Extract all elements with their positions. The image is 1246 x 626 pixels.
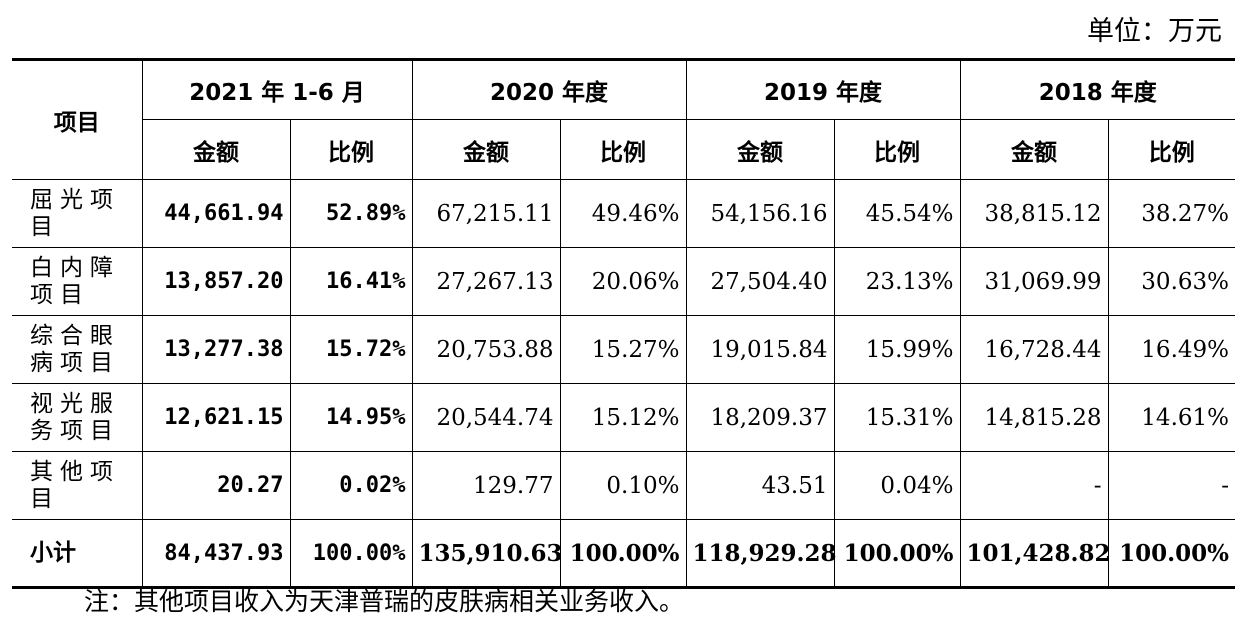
ratio-cell: 52.89% <box>289 179 413 248</box>
ratio-cell: 15.27% <box>559 315 687 384</box>
header-ratio: 比例 <box>1107 119 1235 180</box>
unit-label: 单位：万元 <box>1087 16 1222 47</box>
row-item-label: 其他项目 <box>12 451 143 520</box>
amount-cell: 14,815.28 <box>959 383 1109 452</box>
amount-cell: 118,929.28 <box>685 519 837 589</box>
row-item-label: 综合眼病项目 <box>12 315 143 384</box>
ratio-cell: 15.12% <box>559 383 687 452</box>
table-row: 屈光项目 44,661.94 52.89% 67,215.11 49.46% 54,156… <box>12 179 1235 248</box>
amount-cell: 27,504.40 <box>685 247 835 316</box>
amount-cell: 20,753.88 <box>411 315 561 384</box>
ratio-cell: 0.02% <box>289 451 413 520</box>
ratio-cell: 0.10% <box>559 451 687 520</box>
footnote: 注：其他项目收入为天津普瑞的皮肤病相关业务收入。 <box>84 587 685 616</box>
ratio-cell: 20.06% <box>559 247 687 316</box>
table-row: 综合眼病项目 13,277.38 15.72% 20,753.88 15.27% 19,0… <box>12 315 1235 384</box>
amount-cell: 135,910.63 <box>411 519 563 589</box>
row-item-label: 屈光项目 <box>12 179 143 248</box>
row-item-label: 小计 <box>12 519 143 589</box>
amount-cell: 38,815.12 <box>959 179 1109 248</box>
header-ratio: 比例 <box>833 119 961 180</box>
amount-cell: 43.51 <box>685 451 835 520</box>
amount-cell: 20,544.74 <box>411 383 561 452</box>
ratio-cell: 100.00% <box>1107 519 1235 589</box>
amount-cell: 101,428.82 <box>959 519 1111 589</box>
amount-cell: 13,277.38 <box>141 315 291 384</box>
ratio-cell: 100.00% <box>289 519 413 589</box>
amount-cell: 13,857.20 <box>141 247 291 316</box>
header-ratio: 比例 <box>559 119 687 180</box>
table-row: 视光服务项目 12,621.15 14.95% 20,544.74 15.12% 18,2… <box>12 383 1235 452</box>
ratio-cell: 45.54% <box>833 179 961 248</box>
table-row: 白内障项目 13,857.20 16.41% 27,267.13 20.06% 27,50… <box>12 247 1235 316</box>
header-item-col: 项目 <box>12 58 143 180</box>
ratio-cell: 0.04% <box>833 451 961 520</box>
header-amount: 金额 <box>685 119 835 180</box>
ratio-cell: 15.72% <box>289 315 413 384</box>
header-amount: 金额 <box>411 119 561 180</box>
subtotal-row: 小计 84,437.93 100.00% 135,910.63 100.00% 118,9… <box>12 519 1235 589</box>
row-item-label: 白内障项目 <box>12 247 143 316</box>
amount-cell: 27,267.13 <box>411 247 561 316</box>
ratio-cell: 30.63% <box>1107 247 1235 316</box>
amount-cell: 16,728.44 <box>959 315 1109 384</box>
header-ratio: 比例 <box>289 119 413 180</box>
header-period: 2018 年度 <box>959 58 1235 120</box>
amount-cell: 129.77 <box>411 451 561 520</box>
amount-cell: 67,215.11 <box>411 179 561 248</box>
ratio-cell: 15.99% <box>833 315 961 384</box>
amount-cell: 20.27 <box>141 451 291 520</box>
amount-cell: 84,437.93 <box>141 519 291 589</box>
amount-cell: 44,661.94 <box>141 179 291 248</box>
header-period: 2021 年 1-6 月 <box>141 58 413 120</box>
amount-cell: 19,015.84 <box>685 315 835 384</box>
ratio-cell: 15.31% <box>833 383 961 452</box>
revenue-table: 项目 2021 年 1-6 月 2020 年度 2019 年度 2018 年度 … <box>12 58 1235 589</box>
ratio-cell: 38.27% <box>1107 179 1235 248</box>
header-period: 2020 年度 <box>411 58 687 120</box>
table-row: 其他项目 20.27 0.02% 129.77 0.10% 43.51 0.04% - - <box>12 451 1235 520</box>
ratio-cell: 100.00% <box>559 519 687 589</box>
header-amount: 金额 <box>959 119 1109 180</box>
amount-cell: 18,209.37 <box>685 383 835 452</box>
ratio-cell: 16.49% <box>1107 315 1235 384</box>
ratio-cell: 16.41% <box>289 247 413 316</box>
ratio-cell: 49.46% <box>559 179 687 248</box>
amount-cell: 12,621.15 <box>141 383 291 452</box>
ratio-cell: - <box>1107 451 1235 520</box>
amount-cell: 54,156.16 <box>685 179 835 248</box>
ratio-cell: 14.61% <box>1107 383 1235 452</box>
amount-cell: - <box>959 451 1109 520</box>
row-item-label: 视光服务项目 <box>12 383 143 452</box>
header-period: 2019 年度 <box>685 58 961 120</box>
amount-cell: 31,069.99 <box>959 247 1109 316</box>
header-amount: 金额 <box>142 119 291 180</box>
ratio-cell: 23.13% <box>833 247 961 316</box>
ratio-cell: 14.95% <box>289 383 413 452</box>
ratio-cell: 100.00% <box>833 519 961 589</box>
